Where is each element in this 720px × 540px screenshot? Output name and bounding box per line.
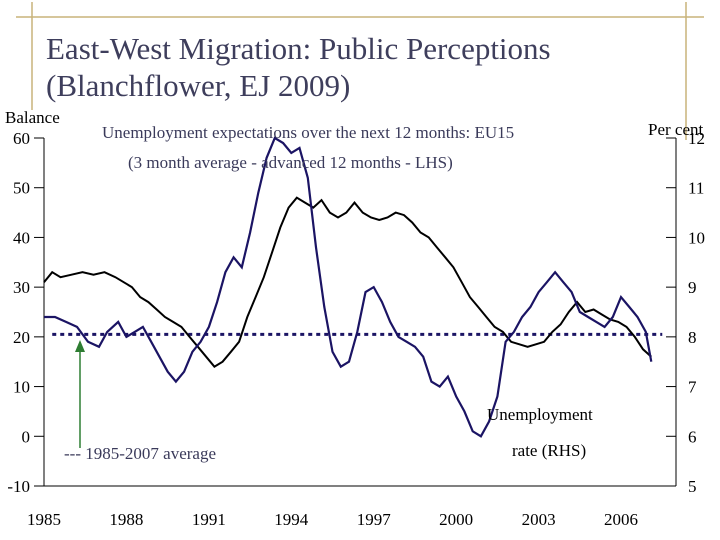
x-tick-label: 1988 [109, 510, 143, 529]
annotation-unemployment-1: Unemployment [487, 405, 593, 424]
x-tick-label: 2003 [522, 510, 556, 529]
right-axis-ticks: 5 6 7 8 9 10 11 12 [666, 129, 705, 496]
x-tick-label: 1997 [357, 510, 392, 529]
title-line-1: East-West Migration: Public Perceptions [46, 31, 551, 66]
right-tick-label: 10 [688, 228, 705, 247]
title-line-2: (Blanchflower, EJ 2009) [46, 68, 351, 103]
annotation-unemployment-2: rate (RHS) [512, 441, 586, 460]
annotation-expectations-2: (3 month average - advanced 12 months - … [128, 153, 453, 172]
axes [43, 138, 677, 487]
x-tick-label: 2006 [604, 510, 638, 529]
right-tick-label: 8 [688, 328, 697, 347]
right-tick-label: 7 [688, 378, 697, 397]
x-tick-label: 1991 [192, 510, 226, 529]
right-tick-label: 11 [688, 179, 704, 198]
series-line-expectations [43, 196, 652, 369]
page-title: East-West Migration: Public Perceptions … [46, 30, 551, 104]
x-tick-label: 1985 [27, 510, 61, 529]
x-axis-ticks: 1985 1988 1991 1994 1997 2000 2003 2006 [27, 510, 638, 529]
series-line-unemployment [44, 136, 653, 438]
right-tick-label: 12 [688, 129, 705, 148]
x-tick-label: 1994 [274, 510, 309, 529]
annotation-average: --- 1985-2007 average [64, 444, 216, 463]
annotation-expectations-1: Unemployment expectations over the next … [102, 123, 514, 142]
left-tick-label: 10 [13, 378, 30, 397]
right-tick-label: 6 [688, 427, 697, 446]
right-tick-label: 5 [688, 477, 697, 496]
left-axis-ticks: -10 0 10 20 30 40 50 60 [7, 129, 44, 496]
right-tick-label: 9 [688, 278, 697, 297]
x-tick-label: 2000 [439, 510, 473, 529]
left-tick-label: 20 [13, 328, 30, 347]
left-tick-label: 0 [22, 427, 31, 446]
left-tick-label: 40 [13, 228, 30, 247]
left-tick-label: 50 [13, 179, 30, 198]
left-tick-label: 60 [13, 129, 30, 148]
average-arrow-head [75, 340, 85, 352]
right-axis-title: Per cent [648, 120, 704, 139]
left-tick-label: -10 [7, 477, 30, 496]
left-axis-title: Balance [5, 108, 60, 127]
left-tick-label: 30 [13, 278, 30, 297]
